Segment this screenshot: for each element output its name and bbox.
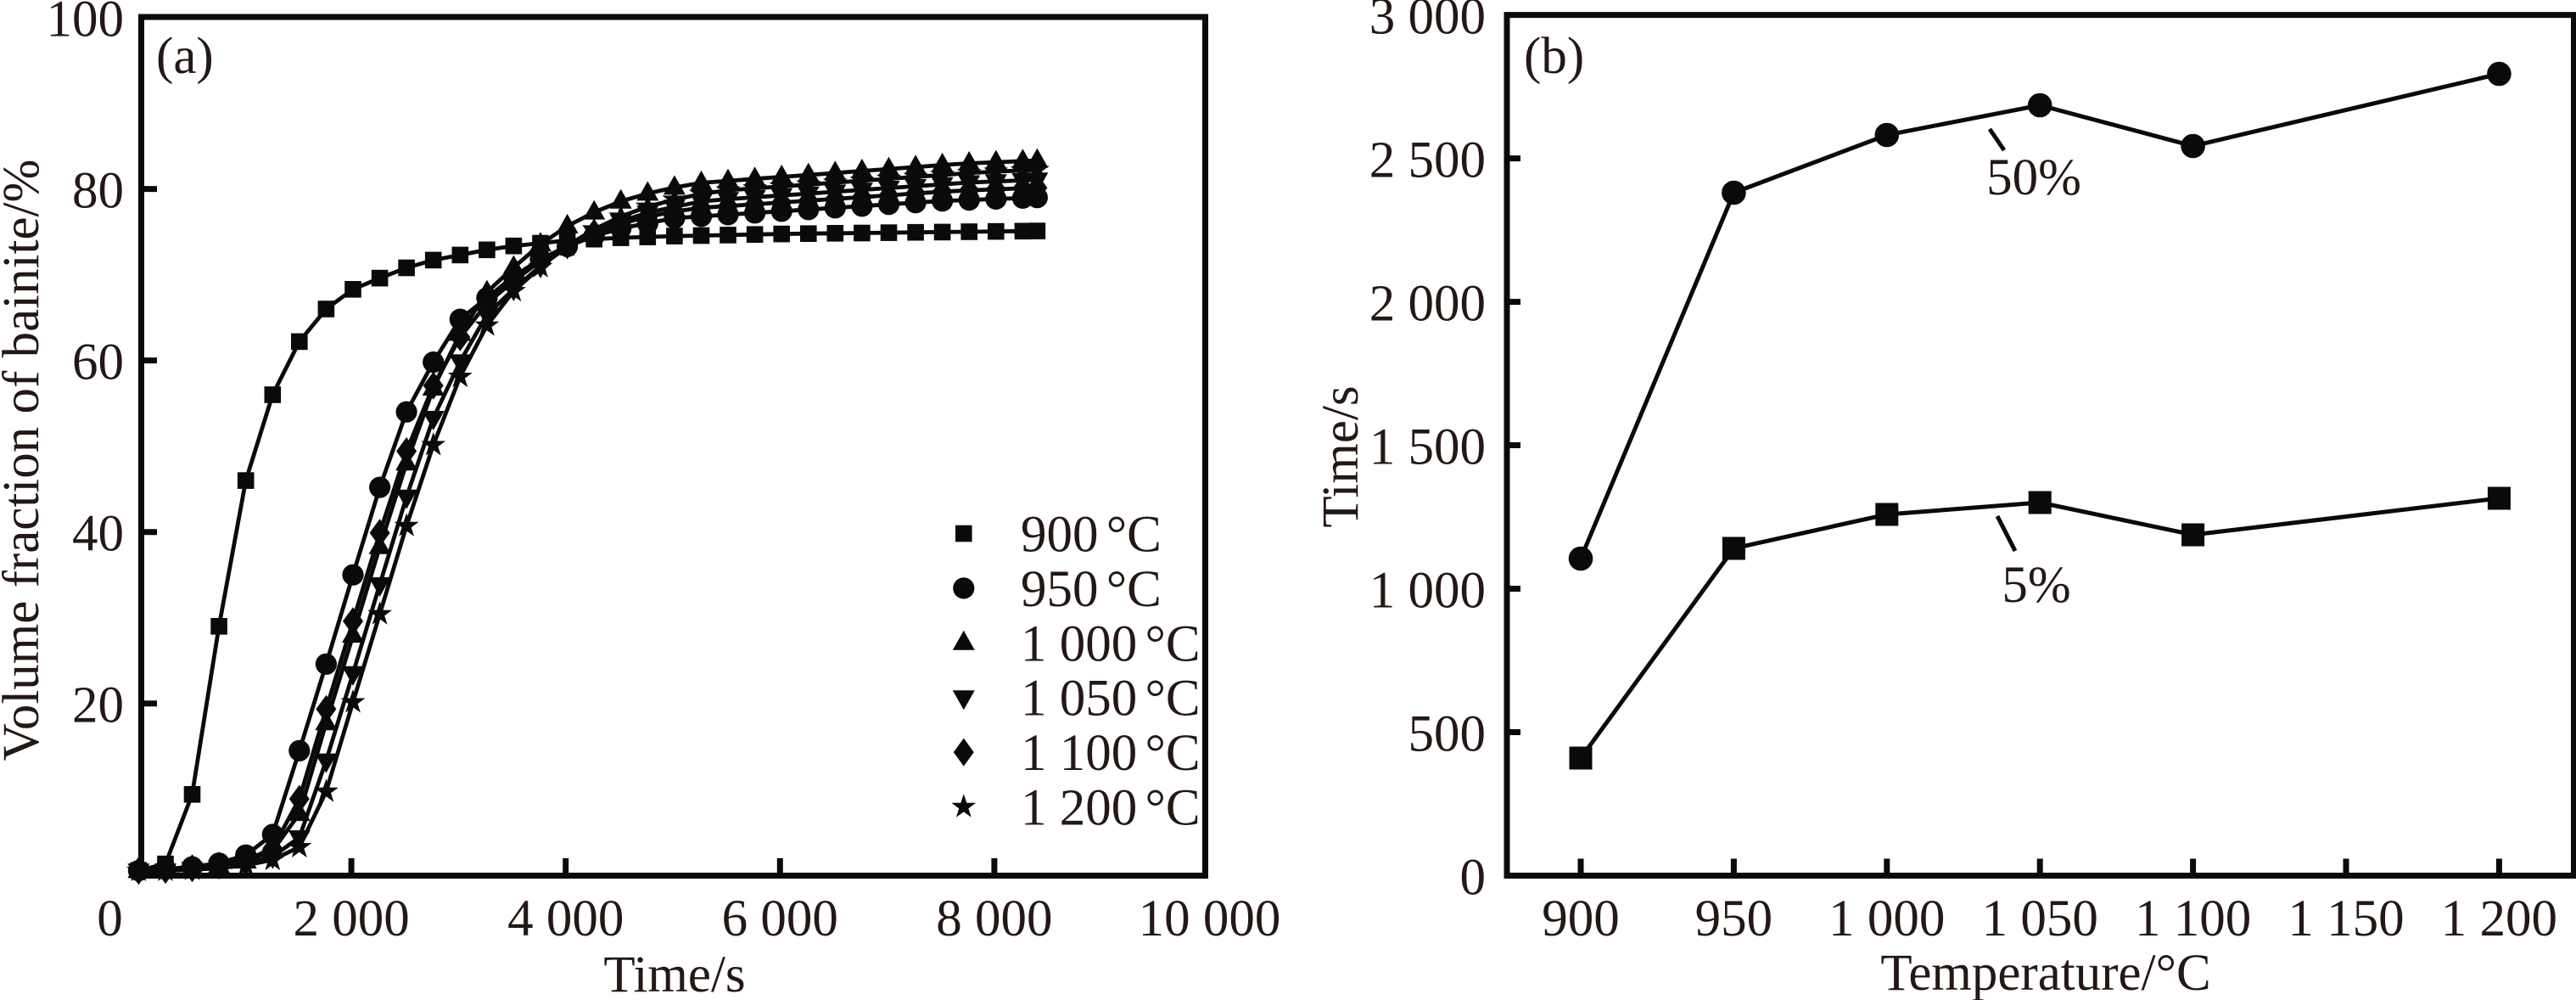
svg-text:950: 950 (1695, 890, 1773, 947)
svg-text:1 200 °C: 1 200 °C (1021, 780, 1201, 837)
svg-text:Time/s: Time/s (603, 947, 745, 1000)
svg-text:Temperature/°C: Temperature/°C (1880, 945, 2210, 1000)
svg-text:2 000: 2 000 (293, 890, 409, 947)
svg-text:1 100 °C: 1 100 °C (1021, 725, 1201, 782)
svg-text:60: 60 (72, 334, 124, 391)
svg-text:(a): (a) (156, 28, 214, 85)
svg-text:2 500: 2 500 (1369, 132, 1486, 189)
svg-text:900 °C: 900 °C (1021, 507, 1162, 564)
svg-text:900: 900 (1542, 890, 1620, 947)
svg-text:0: 0 (97, 890, 123, 947)
svg-text:1 200: 1 200 (2441, 890, 2557, 947)
svg-text:100: 100 (47, 0, 125, 48)
svg-text:3 000: 3 000 (1369, 0, 1486, 46)
svg-text:80: 80 (72, 163, 124, 220)
svg-text:20: 20 (72, 677, 124, 734)
svg-text:1 100: 1 100 (2135, 890, 2251, 947)
svg-text:4 000: 4 000 (507, 890, 624, 947)
svg-text:2 000: 2 000 (1369, 276, 1486, 333)
svg-text:950 °C: 950 °C (1021, 561, 1162, 618)
svg-text:1 500: 1 500 (1369, 419, 1486, 476)
svg-text:50%: 50% (1986, 149, 2081, 206)
svg-text:6 000: 6 000 (722, 890, 838, 947)
svg-text:1 000: 1 000 (1369, 563, 1486, 620)
svg-text:1 050: 1 050 (1982, 890, 2098, 947)
svg-text:1 000 °C: 1 000 °C (1021, 615, 1201, 672)
svg-text:1 050 °C: 1 050 °C (1021, 671, 1201, 728)
svg-text:1 000: 1 000 (1828, 890, 1945, 947)
svg-text:10 000: 10 000 (1139, 890, 1281, 947)
svg-text:500: 500 (1408, 706, 1487, 763)
svg-text:40: 40 (72, 506, 124, 563)
svg-text:Volume fraction of bainite/%: Volume fraction of bainite/% (0, 160, 50, 761)
svg-text:8 000: 8 000 (936, 890, 1052, 947)
svg-text:(b): (b) (1524, 28, 1584, 85)
svg-text:1 150: 1 150 (2288, 890, 2404, 947)
svg-text:Time/s: Time/s (1313, 385, 1369, 527)
svg-text:0: 0 (1460, 850, 1487, 907)
svg-text:5%: 5% (2002, 557, 2070, 614)
